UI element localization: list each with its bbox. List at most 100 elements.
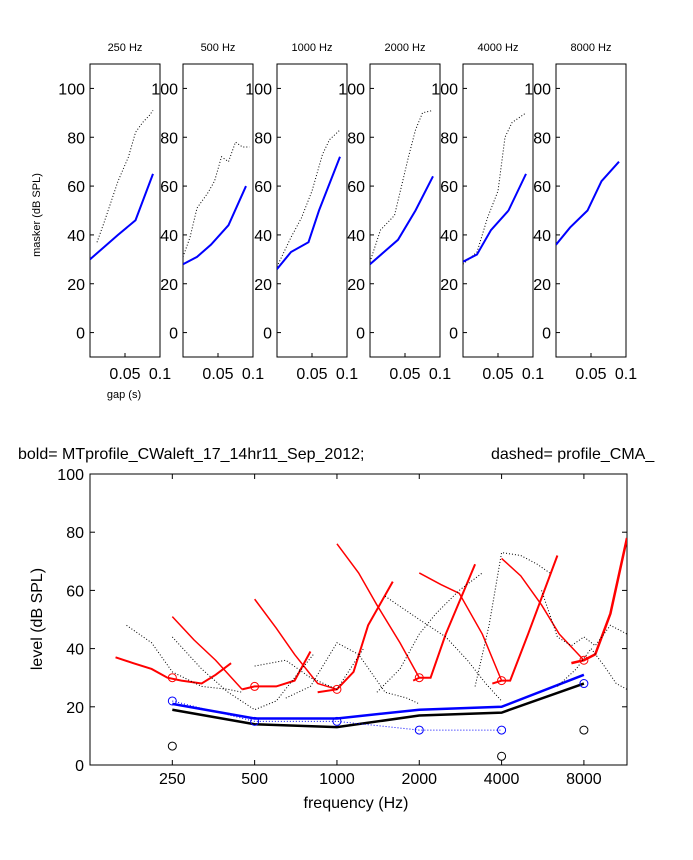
y-tick-label: 0 — [169, 326, 178, 343]
x-tick-label: 4000 — [484, 771, 520, 788]
panel-6: 8000 Hz 0 20 40 60 80 100 0.05 0.1 — [524, 42, 637, 383]
x-tick-label: 1000 — [319, 771, 355, 788]
panel-dotted-line — [370, 109, 434, 262]
series-line-18 — [285, 642, 420, 705]
chart-title-left: bold= MTprofile_CWaleft_17_14hr11_Sep_20… — [18, 446, 364, 463]
y-tick-label: 80 — [160, 130, 178, 147]
x-tick-label: 2000 — [401, 771, 437, 788]
y-tick-label: 100 — [58, 81, 85, 98]
series-line-13 — [172, 682, 585, 729]
marker-point — [414, 673, 424, 683]
y-tick-label: 100 — [431, 81, 458, 98]
y-tick-label: 20 — [254, 277, 272, 294]
marker-point — [167, 696, 177, 706]
y-tick-label: 20 — [67, 277, 85, 294]
y-tick-label: 60 — [347, 179, 365, 196]
marker-point — [497, 676, 507, 686]
panel-title: 1000 Hz — [292, 42, 333, 54]
x-tick-label: 0.1 — [149, 366, 171, 383]
y-tick-label: 20 — [440, 277, 458, 294]
x-tick-label: 0.1 — [429, 366, 451, 383]
series-group — [115, 537, 627, 761]
y-tick-label: 100 — [338, 81, 365, 98]
marker-point — [414, 725, 424, 735]
x-tick-label: 0.1 — [336, 366, 358, 383]
y-tick-label: 60 — [66, 583, 84, 600]
series-line-1 — [115, 656, 232, 685]
y-axis-label: level (dB SPL) — [29, 568, 46, 670]
panel-frame — [89, 63, 161, 358]
y-tick-label: 60 — [440, 179, 458, 196]
panel-solid-line — [90, 173, 154, 261]
y-tick-label: 0 — [449, 326, 458, 343]
panel-2: 500 Hz 0 20 40 60 80 100 0.05 0.1 — [151, 42, 264, 383]
panel-4: 2000 Hz 0 20 40 60 80 100 0.05 0.1 — [338, 42, 451, 383]
chart-title-right: dashed= profile_CMA_ — [491, 446, 655, 463]
series-line-20 — [376, 572, 483, 693]
panel-frame — [555, 63, 627, 358]
x-tick-label: 500 — [241, 771, 268, 788]
x-tick-label: 0.1 — [242, 366, 264, 383]
y-tick-label: 0 — [76, 326, 85, 343]
y-tick-label: 20 — [347, 277, 365, 294]
y-tick-label: 80 — [66, 525, 84, 542]
y-tick-label: 20 — [66, 700, 84, 717]
y-tick-label: 80 — [440, 130, 458, 147]
y-tick-label: 100 — [151, 81, 178, 98]
y-tick-label: 20 — [533, 277, 551, 294]
panel-y-axis-label: masker (dB SPL) — [31, 173, 43, 257]
series-line-19 — [384, 595, 502, 702]
y-tick-label: 60 — [67, 179, 85, 196]
panel-3: 1000 Hz 0 20 40 60 80 100 0.05 0.1 — [245, 42, 358, 383]
x-tick-label: 0.05 — [575, 366, 606, 383]
series-line-23 — [557, 647, 627, 690]
series-line-17 — [254, 648, 364, 690]
x-tick-label: 0.05 — [109, 366, 140, 383]
y-tick-label: 60 — [533, 179, 551, 196]
y-tick-label: 40 — [440, 228, 458, 245]
panel-title: 2000 Hz — [385, 42, 426, 54]
panel-1: 250 Hz 0 20 40 60 80 100 0.05 0.1 — [58, 42, 171, 383]
panel-solid-line — [556, 160, 620, 246]
series-line-4 — [254, 598, 338, 691]
panel-title: 8000 Hz — [571, 42, 612, 54]
y-tick-label: 40 — [347, 228, 365, 245]
panel-frame — [182, 63, 254, 358]
panel-solid-line — [370, 175, 434, 265]
panel-frame — [462, 63, 534, 358]
panel-frame — [276, 63, 348, 358]
y-tick-label: 40 — [67, 228, 85, 245]
y-tick-label: 100 — [57, 467, 84, 484]
y-tick-label: 40 — [533, 228, 551, 245]
x-tick-label: 0.05 — [202, 366, 233, 383]
y-tick-label: 80 — [533, 130, 551, 147]
series-line-21 — [474, 552, 551, 687]
y-tick-label: 100 — [524, 81, 551, 98]
series-line-12 — [172, 673, 585, 720]
y-tick-label: 0 — [75, 758, 84, 775]
panel-solid-line — [463, 173, 527, 263]
y-tick-label: 20 — [160, 277, 178, 294]
x-tick-label: 0.05 — [482, 366, 513, 383]
x-tick-label: 8000 — [566, 771, 602, 788]
x-tick-label: 0.1 — [522, 366, 544, 383]
marker-point — [167, 741, 177, 751]
series-line-7 — [412, 563, 477, 682]
y-tick-label: 40 — [66, 642, 84, 659]
marker-point — [579, 679, 589, 689]
y-tick-label: 0 — [263, 326, 272, 343]
panel-title: 4000 Hz — [478, 42, 519, 54]
x-tick-label: 0.1 — [615, 366, 637, 383]
marker-point — [167, 673, 177, 683]
audiogram-chart: 0 20 40 60 80 100 250 500 1000 2000 4000 8000 — [57, 467, 628, 788]
y-tick-label: 60 — [254, 179, 272, 196]
series-line-5 — [317, 581, 394, 694]
panel-dotted-line — [463, 112, 527, 265]
plot-area — [89, 473, 628, 766]
panel-frame — [369, 63, 441, 358]
panel-x-axis-label: gap (s) — [107, 389, 141, 401]
y-tick-label: 80 — [347, 130, 365, 147]
x-tick-label: 0.05 — [296, 366, 327, 383]
